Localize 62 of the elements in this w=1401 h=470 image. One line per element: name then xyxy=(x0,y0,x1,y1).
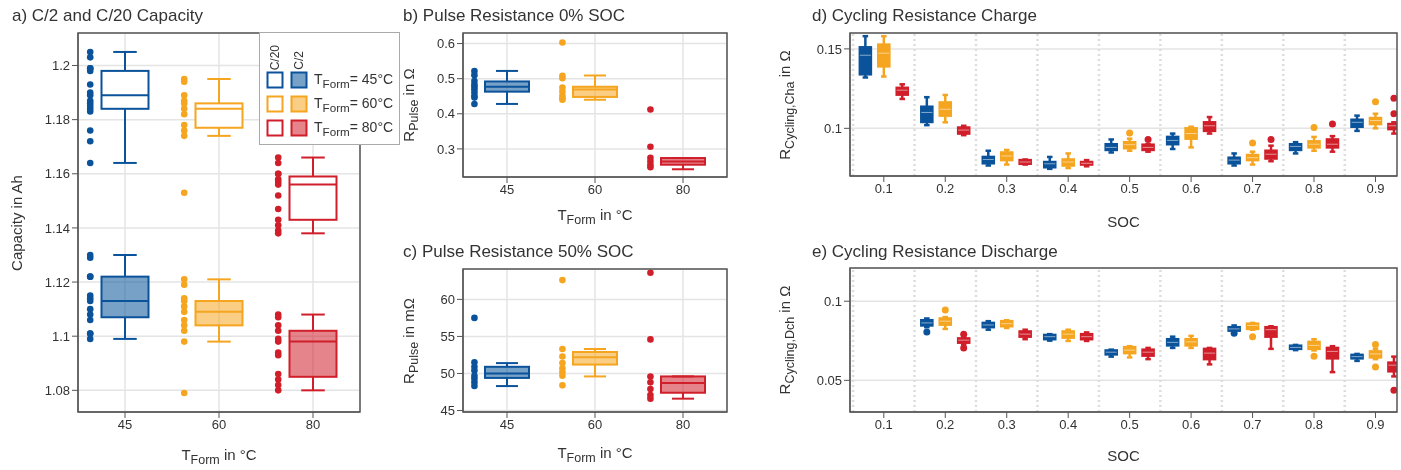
x-tick-label: 80 xyxy=(305,417,321,433)
y-tick-label: 1.16 xyxy=(44,166,70,182)
x-tick-label: 0.8 xyxy=(1304,417,1324,433)
annotation: C/2 xyxy=(292,51,306,70)
y-tick-label: 0.05 xyxy=(816,372,842,388)
x-tick-label: 0.4 xyxy=(1059,417,1078,433)
x-tick-label: 0.5 xyxy=(1120,181,1139,197)
x-tick-label: 0.1 xyxy=(874,181,893,197)
x-tick-label: 0.1 xyxy=(874,417,893,433)
x-tick-label: 0.4 xyxy=(1059,181,1078,197)
x-axis-title: T$_{Form}$ in °C xyxy=(557,206,633,227)
x-axis-title: T$_{Form}$ in °C xyxy=(557,444,633,465)
y-tick-label: 1.1 xyxy=(51,328,70,344)
x-tick-label: 0.3 xyxy=(997,417,1016,433)
x-axis-title: T$_{Form}$ in °C xyxy=(181,446,257,467)
x-tick-label: 0.2 xyxy=(936,181,955,197)
chart-title: a) C/2 and C/20 Capacity xyxy=(12,6,203,26)
y-axis-title: Capacity in Ah xyxy=(7,174,25,271)
y-tick-label: 1.2 xyxy=(51,58,70,74)
y-tick-label: 0.1 xyxy=(823,293,842,309)
y-tick-label: 1.18 xyxy=(44,112,70,128)
x-tick-label: 0.8 xyxy=(1304,181,1324,197)
y-tick-label: 0.15 xyxy=(816,41,842,57)
y-tick-label: 50 xyxy=(440,366,455,382)
y-tick-label: 0.3 xyxy=(436,141,455,157)
annotation: C/20 xyxy=(268,44,282,70)
y-tick-label: 55 xyxy=(440,329,455,345)
chart-title: b) Pulse Resistance 0% SOC xyxy=(403,6,626,26)
y-tick-label: 1.14 xyxy=(44,220,70,236)
x-tick-label: 0.3 xyxy=(997,181,1016,197)
x-tick-label: 45 xyxy=(499,417,515,433)
x-tick-label: 0.6 xyxy=(1182,181,1201,197)
y-tick-label: 0.4 xyxy=(436,106,455,122)
x-axis-title: SOC xyxy=(1107,213,1140,230)
y-tick-label: 1.08 xyxy=(44,382,70,398)
chart-title: c) Pulse Resistance 50% SOC xyxy=(403,242,634,262)
x-tick-label: 0.7 xyxy=(1243,181,1262,197)
x-tick-label: 0.6 xyxy=(1182,417,1201,433)
chart-title: e) Cycling Resistance Discharge xyxy=(812,242,1058,262)
y-tick-label: 45 xyxy=(440,403,455,419)
x-tick-label: 45 xyxy=(499,182,515,198)
x-tick-label: 45 xyxy=(117,417,133,433)
chart-title: d) Cycling Resistance Charge xyxy=(812,6,1037,26)
x-axis-title: SOC xyxy=(1107,447,1140,464)
annotation: T$_{Form}$= 80°C xyxy=(314,118,394,138)
annotation: T$_{Form}$= 45°C xyxy=(314,70,394,90)
x-tick-label: 60 xyxy=(211,417,227,433)
x-tick-label: 0.2 xyxy=(936,417,955,433)
x-tick-label: 60 xyxy=(587,417,603,433)
y-tick-label: 1.12 xyxy=(44,274,70,290)
y-tick-label: 0.1 xyxy=(823,120,842,136)
x-tick-label: 80 xyxy=(675,417,691,433)
x-tick-label: 0.9 xyxy=(1366,181,1385,197)
x-tick-label: 0.7 xyxy=(1243,417,1262,433)
x-tick-label: 80 xyxy=(675,182,691,198)
x-tick-label: 0.5 xyxy=(1120,417,1139,433)
annotation: T$_{Form}$= 60°C xyxy=(314,94,394,114)
y-tick-label: 0.6 xyxy=(436,36,455,52)
y-tick-label: 60 xyxy=(440,291,455,307)
y-tick-label: 0.5 xyxy=(436,71,455,87)
x-tick-label: 0.9 xyxy=(1366,417,1385,433)
x-tick-label: 60 xyxy=(587,182,603,198)
